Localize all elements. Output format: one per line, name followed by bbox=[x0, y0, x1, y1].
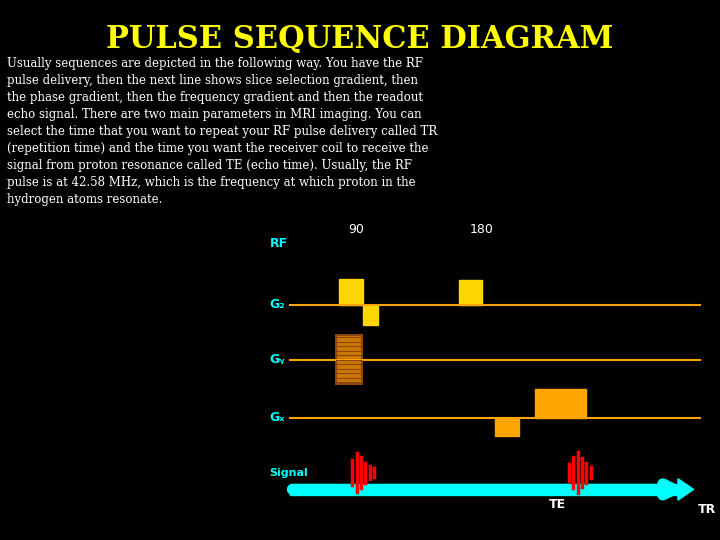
Text: 180: 180 bbox=[469, 223, 493, 236]
Text: Signal: Signal bbox=[269, 468, 308, 478]
Bar bbox=[336, 335, 362, 384]
Text: Sequence Spin Echo: Sequence Spin Echo bbox=[47, 314, 205, 328]
Text: Gₓ: Gₓ bbox=[269, 411, 285, 424]
Bar bbox=[495, 418, 520, 436]
Text: Gᵧ: Gᵧ bbox=[269, 353, 285, 366]
Text: 90: 90 bbox=[348, 223, 364, 236]
Bar bbox=[459, 280, 482, 305]
Text: TE: TE bbox=[549, 498, 566, 511]
Text: TR: TR bbox=[698, 503, 716, 516]
Polygon shape bbox=[678, 479, 693, 500]
Bar bbox=[535, 389, 587, 418]
Text: G₂: G₂ bbox=[269, 298, 285, 312]
Text: Usually sequences are depicted in the following way. You have the RF
pulse deliv: Usually sequences are depicted in the fo… bbox=[7, 57, 438, 206]
Bar bbox=[289, 484, 678, 495]
Bar bbox=[338, 279, 364, 305]
Text: RF: RF bbox=[269, 237, 287, 251]
Text: PULSE SEQUENCE DIAGRAM: PULSE SEQUENCE DIAGRAM bbox=[107, 24, 613, 55]
Bar bbox=[364, 305, 377, 325]
